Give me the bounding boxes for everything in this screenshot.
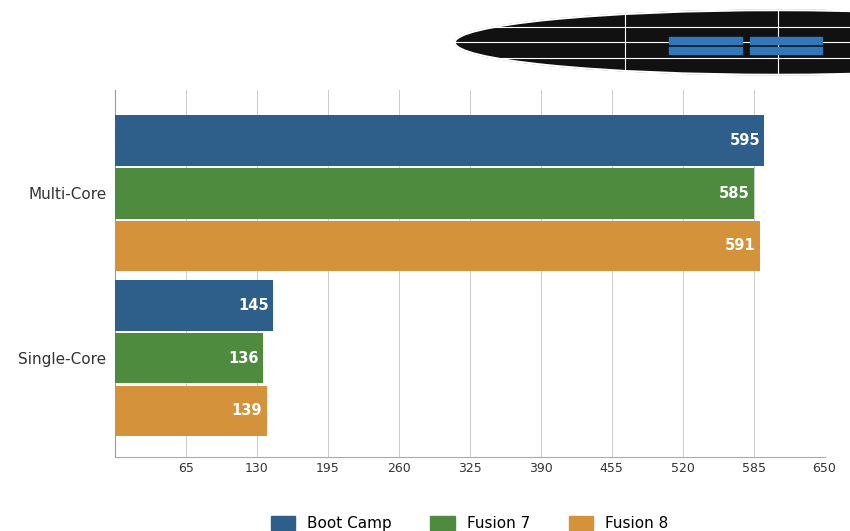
Bar: [115, 386, 267, 436]
Legend: Boot Camp, Fusion 7, Fusion 8: Boot Camp, Fusion 7, Fusion 8: [271, 516, 668, 531]
Bar: [115, 333, 264, 383]
Bar: [750, 37, 822, 45]
Bar: [750, 47, 822, 54]
Bar: [115, 280, 273, 331]
Text: Cinebench R15: Cinebench R15: [110, 59, 261, 78]
Text: 585: 585: [718, 186, 749, 201]
Text: 591: 591: [725, 238, 756, 253]
Bar: [670, 37, 741, 45]
Bar: [670, 47, 741, 54]
Text: 145: 145: [238, 298, 269, 313]
Bar: [115, 115, 764, 166]
Bar: [115, 221, 760, 271]
Text: 136: 136: [229, 350, 259, 366]
Text: 595: 595: [729, 133, 760, 148]
Text: 139: 139: [232, 404, 262, 418]
Text: VMware Fusion 8 Benchmarks: VMware Fusion 8 Benchmarks: [110, 24, 413, 42]
Bar: [115, 168, 754, 219]
Circle shape: [455, 10, 850, 75]
